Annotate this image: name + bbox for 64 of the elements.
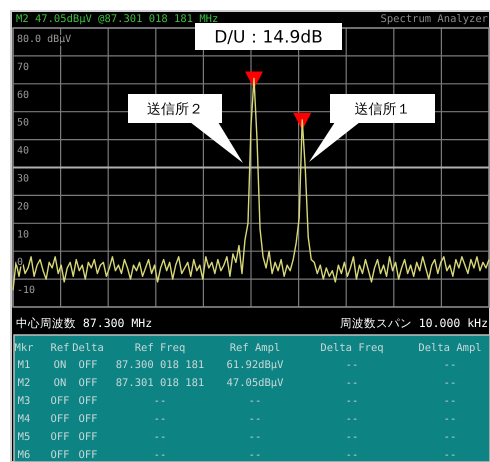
y-tick-label: 20 xyxy=(17,201,30,212)
text: Delta Freq xyxy=(320,342,384,354)
text: M2 xyxy=(18,377,30,389)
text: 中心周波数 87.300 MHz xyxy=(16,316,152,330)
text: M6 xyxy=(18,449,30,461)
text: M1 xyxy=(18,359,30,371)
text: -- xyxy=(248,449,262,461)
text: -- xyxy=(154,431,166,443)
text: ON xyxy=(54,359,66,371)
chart-title: M2 47.05dBμV @87.301 018 181 MHz xyxy=(16,13,218,25)
text: -- xyxy=(444,359,456,371)
text: 87.300 018 181 xyxy=(116,359,204,371)
text: -- xyxy=(444,431,456,443)
text: Ref xyxy=(50,342,70,354)
text: OFF xyxy=(50,449,70,461)
text: M5 xyxy=(18,431,30,443)
text: -- xyxy=(346,377,358,389)
annotation: D/U：14.9dB xyxy=(214,28,323,48)
text: 47.05dBμV xyxy=(226,377,284,389)
text: -- xyxy=(444,413,456,425)
text: ON xyxy=(54,377,66,389)
y-tick-label: -10 xyxy=(17,285,36,296)
text: -- xyxy=(346,449,358,461)
text: OFF xyxy=(50,395,70,407)
text: -- xyxy=(154,395,166,407)
text: OFF xyxy=(78,431,98,443)
text: -- xyxy=(346,413,358,425)
y-tick-label: 40 xyxy=(17,146,30,157)
text: -- xyxy=(346,359,358,371)
text: Ref Ampl xyxy=(230,342,280,354)
text: 周波数スパン 10.000 kHz xyxy=(340,316,488,330)
text: OFF xyxy=(78,359,98,371)
text: 87.301 018 181 xyxy=(116,377,204,389)
text: -- xyxy=(248,413,262,425)
text: -- xyxy=(248,431,262,443)
y-tick-label: 60 xyxy=(17,90,30,101)
text: Delta xyxy=(72,342,104,354)
y-tick-label: 30 xyxy=(17,174,30,184)
text: Mkr xyxy=(14,342,34,354)
y-tick-label: 70 xyxy=(17,62,30,73)
text: Ref Freq xyxy=(134,342,186,354)
text: -- xyxy=(346,395,358,407)
annotation: 送信所２ xyxy=(147,102,203,118)
text: -- xyxy=(248,395,262,407)
text: -- xyxy=(444,449,456,461)
text: Delta Ampl xyxy=(418,342,482,354)
annotation: 送信所１ xyxy=(354,102,410,118)
y-tick-label: 50 xyxy=(17,118,30,129)
text: OFF xyxy=(50,413,70,425)
text: -- xyxy=(444,395,456,407)
text: OFF xyxy=(78,413,98,425)
text: 61.92dBμV xyxy=(226,359,284,371)
text: OFF xyxy=(78,395,98,407)
y-tick-label: 10 xyxy=(17,229,30,240)
text: OFF xyxy=(50,431,70,443)
text: OFF xyxy=(78,449,98,461)
text: OFF xyxy=(78,377,98,389)
text: -- xyxy=(154,449,166,461)
text: M4 xyxy=(18,413,30,425)
text: -- xyxy=(154,413,166,425)
chart-subtitle: Spectrum Analyzer xyxy=(380,13,488,25)
text: M3 xyxy=(18,395,30,407)
text: -- xyxy=(444,377,456,389)
text: -- xyxy=(346,431,358,443)
